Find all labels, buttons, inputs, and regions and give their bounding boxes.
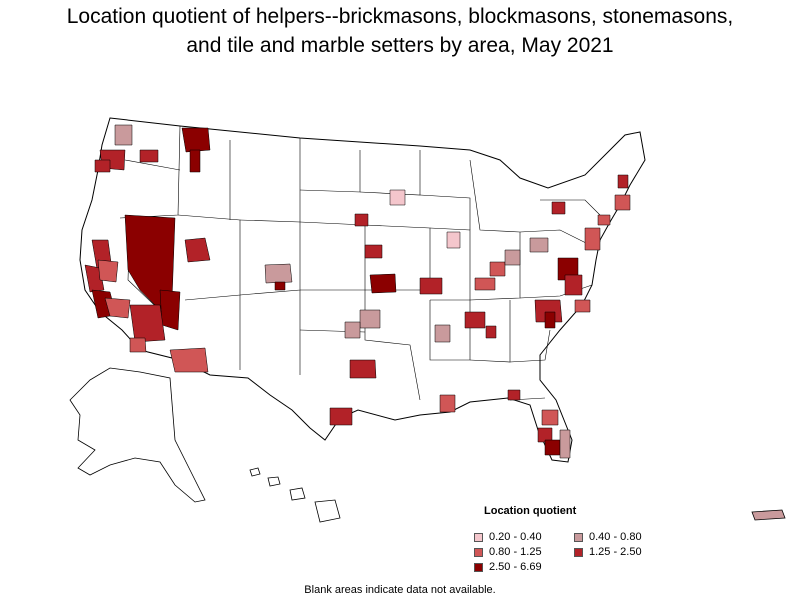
area-dallas: [349, 359, 377, 379]
area-wa-east: [139, 149, 159, 163]
area-nh: [617, 174, 629, 189]
legend-swatch-2: [474, 548, 483, 557]
area-co-south: [274, 281, 286, 291]
area-idaho-n: [181, 127, 211, 153]
area-pa: [529, 237, 549, 253]
area-ny-up: [551, 201, 566, 215]
area-utah: [184, 237, 211, 263]
map-title: Location quotient of helpers--brickmason…: [0, 2, 800, 60]
area-ca-inland: [104, 297, 131, 319]
area-ca-central: [97, 259, 119, 283]
legend-item-1: 0.40 - 0.80: [574, 531, 642, 544]
area-las-vegas: [159, 289, 181, 331]
area-fl-east: [559, 429, 571, 459]
area-ma: [614, 194, 631, 211]
area-fl-sw: [544, 439, 561, 456]
area-mn: [354, 213, 369, 227]
legend-label-2: 0.80 - 1.25: [489, 546, 542, 558]
legend-item-4: 2.50 - 6.69: [474, 561, 542, 574]
legend-title: Location quotient: [484, 505, 577, 517]
area-va-3: [574, 299, 591, 313]
legend-item-0: 0.20 - 0.40: [474, 531, 542, 544]
area-tn-memphis: [434, 324, 451, 343]
area-wi: [389, 189, 406, 206]
legend: Location quotient 0.20 - 0.40 0.40 - 0.8…: [470, 505, 700, 577]
area-ct: [597, 214, 611, 226]
alaska: [69, 367, 206, 503]
area-ga: [507, 389, 521, 401]
area-in: [489, 261, 506, 277]
legend-label-0: 0.20 - 0.40: [489, 531, 542, 543]
area-nj: [584, 227, 601, 251]
area-sc: [544, 311, 556, 329]
area-seattle: [114, 124, 133, 146]
area-or-south: [94, 159, 111, 173]
legend-item-2: 0.80 - 1.25: [474, 546, 542, 559]
area-ks-wichita: [369, 273, 397, 294]
area-austin: [329, 407, 353, 426]
legend-swatch-4: [474, 563, 483, 572]
map-title-line1: Location quotient of helpers--brickmason…: [66, 5, 734, 28]
area-idaho-s: [189, 149, 201, 173]
area-va-2: [564, 274, 583, 296]
legend-item-3: 1.25 - 2.50: [574, 546, 642, 559]
area-colorado: [264, 263, 293, 284]
area-ia: [364, 244, 383, 259]
area-fl-tampa: [541, 409, 559, 426]
area-ok: [359, 309, 381, 329]
legend-swatch-1: [574, 533, 583, 542]
highlighted-areas: [84, 124, 631, 459]
area-ok-sw: [344, 321, 361, 339]
puerto-rico: [751, 509, 786, 521]
area-al: [485, 325, 497, 339]
area-ms: [439, 394, 456, 413]
legend-label-3: 1.25 - 2.50: [589, 546, 642, 558]
area-ky: [474, 277, 496, 291]
area-tn-nashville: [464, 311, 486, 329]
hawaii: [249, 467, 341, 523]
area-mo: [419, 277, 443, 295]
legend-swatch-0: [474, 533, 483, 542]
area-phoenix: [129, 304, 166, 343]
area-oh: [504, 249, 521, 266]
area-tucson: [169, 347, 209, 373]
legend-label-1: 0.40 - 0.80: [589, 531, 642, 543]
area-il: [446, 231, 461, 249]
area-az-south: [129, 337, 147, 353]
map-title-line2: and tile and marble setters by area, May…: [186, 34, 614, 57]
footnote: Blank areas indicate data not available.: [304, 584, 496, 596]
legend-label-4: 2.50 - 6.69: [489, 561, 542, 573]
legend-swatch-3: [574, 548, 583, 557]
